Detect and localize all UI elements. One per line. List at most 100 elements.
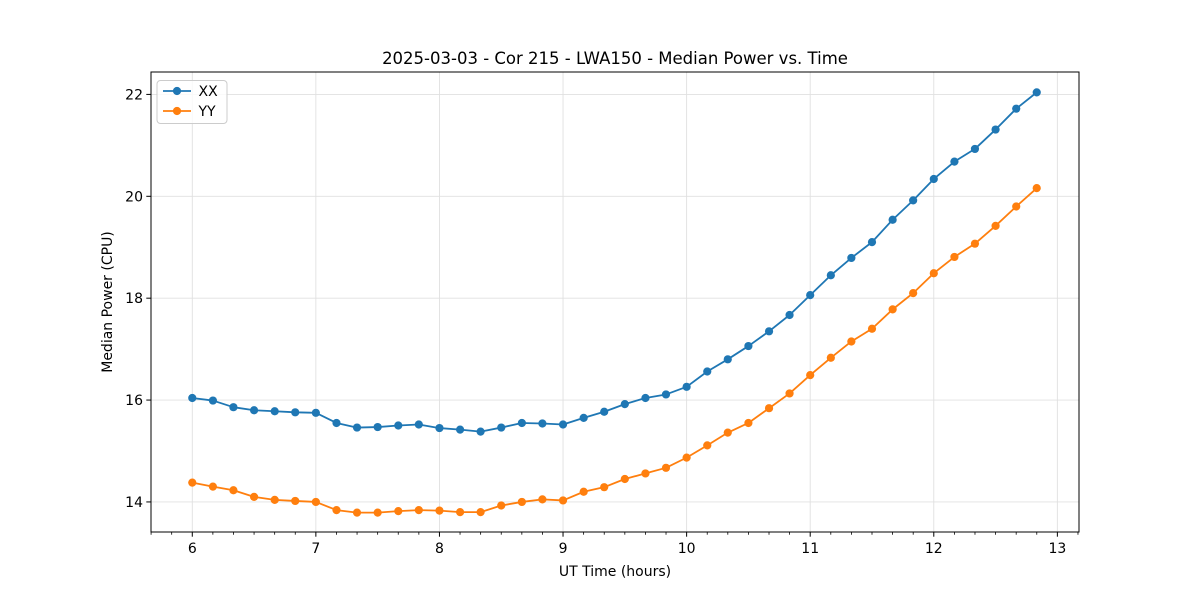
data-point bbox=[600, 407, 609, 416]
data-point bbox=[476, 508, 485, 517]
data-point bbox=[311, 408, 320, 417]
series-xx bbox=[188, 88, 1041, 436]
y-tick-label: 14 bbox=[125, 495, 143, 511]
data-point bbox=[806, 371, 815, 380]
data-point bbox=[929, 269, 938, 278]
data-point bbox=[538, 419, 547, 428]
legend-label: XX bbox=[199, 84, 219, 100]
data-point bbox=[188, 478, 197, 487]
data-point bbox=[1012, 202, 1021, 211]
data-point bbox=[394, 421, 403, 430]
data-point bbox=[682, 382, 691, 391]
legend: XX YY bbox=[156, 80, 228, 124]
y-tick-label: 20 bbox=[125, 189, 143, 205]
legend-entry: XX bbox=[163, 84, 218, 100]
data-point bbox=[332, 506, 341, 515]
data-point bbox=[579, 413, 588, 422]
axis-layer: 6 7 8 9 10 11 12 13 14 16 18 20 22 bbox=[125, 71, 1080, 557]
data-point bbox=[208, 482, 218, 491]
x-tick-label: 6 bbox=[188, 541, 197, 557]
data-point bbox=[950, 252, 959, 262]
x-tick-label: 12 bbox=[925, 541, 943, 557]
data-point bbox=[188, 393, 197, 403]
data-point bbox=[394, 507, 403, 516]
data-point bbox=[682, 453, 691, 462]
data-point bbox=[641, 469, 650, 478]
data-point bbox=[249, 406, 259, 415]
x-tick-label: 13 bbox=[1048, 541, 1066, 557]
data-point bbox=[888, 305, 897, 314]
data-point bbox=[579, 487, 588, 496]
data-point bbox=[1032, 88, 1041, 97]
data-point bbox=[435, 423, 444, 433]
data-point bbox=[950, 157, 959, 166]
data-point bbox=[970, 144, 980, 154]
data-point bbox=[909, 288, 918, 298]
data-point bbox=[991, 221, 1000, 230]
plot-spines bbox=[150, 71, 1080, 533]
data-point bbox=[703, 441, 712, 450]
data-point bbox=[867, 238, 877, 247]
x-tick-label: 7 bbox=[311, 541, 320, 557]
data-point bbox=[414, 420, 423, 429]
data-point bbox=[929, 174, 938, 184]
x-tick-label: 10 bbox=[678, 541, 696, 557]
data-point bbox=[517, 497, 526, 507]
data-point bbox=[641, 393, 650, 403]
data-point bbox=[620, 474, 629, 484]
data-point bbox=[270, 407, 279, 416]
data-point bbox=[249, 492, 259, 501]
data-point bbox=[270, 495, 279, 505]
data-point bbox=[311, 497, 320, 507]
data-point bbox=[208, 396, 218, 405]
data-point bbox=[497, 423, 506, 432]
data-point bbox=[847, 337, 856, 346]
data-point bbox=[661, 463, 671, 472]
data-point bbox=[435, 506, 444, 515]
x-tick-label: 8 bbox=[435, 541, 444, 557]
data-point bbox=[847, 253, 856, 263]
data-point bbox=[744, 341, 753, 351]
data-point bbox=[291, 496, 300, 506]
data-point bbox=[476, 427, 485, 436]
data-point bbox=[291, 408, 300, 417]
data-point bbox=[703, 367, 712, 376]
data-point bbox=[517, 418, 526, 428]
legend-marker bbox=[172, 106, 182, 116]
data-point bbox=[806, 291, 815, 300]
data-point bbox=[888, 215, 897, 224]
data-point bbox=[909, 196, 918, 205]
data-point bbox=[991, 125, 1000, 134]
x-tick-label: 9 bbox=[559, 541, 568, 557]
data-point bbox=[352, 508, 362, 517]
y-axis-label: Median Power (CPU) bbox=[100, 231, 116, 373]
data-point bbox=[455, 425, 465, 434]
data-point bbox=[970, 239, 980, 248]
data-point bbox=[620, 400, 629, 409]
legend-entry: YY bbox=[163, 104, 216, 120]
data-point bbox=[538, 495, 547, 504]
data-point bbox=[764, 404, 774, 413]
data-point bbox=[229, 403, 238, 412]
data-point bbox=[661, 390, 671, 399]
data-point bbox=[352, 423, 362, 432]
data-point bbox=[600, 483, 609, 492]
series-layer bbox=[188, 88, 1041, 517]
data-point bbox=[497, 501, 506, 510]
legend-label: YY bbox=[198, 104, 217, 120]
data-point bbox=[723, 428, 732, 437]
data-point bbox=[373, 422, 382, 432]
data-point bbox=[744, 418, 753, 428]
data-point bbox=[373, 508, 382, 517]
y-tick-label: 18 bbox=[125, 291, 143, 307]
data-point bbox=[785, 310, 794, 320]
data-point bbox=[558, 420, 568, 429]
series-yy bbox=[188, 184, 1041, 517]
series-line bbox=[192, 91, 1038, 433]
legend-marker bbox=[172, 86, 182, 96]
data-point bbox=[764, 327, 774, 336]
data-point bbox=[1012, 104, 1021, 113]
data-point bbox=[1032, 184, 1041, 193]
chart-title: 2025-03-03 - Cor 215 - LWA150 - Median P… bbox=[382, 49, 848, 68]
